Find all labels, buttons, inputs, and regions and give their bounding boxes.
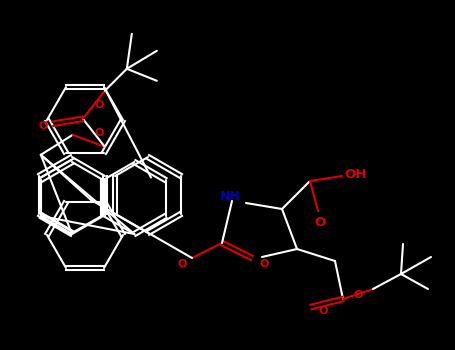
Text: O: O <box>94 128 103 138</box>
Text: O: O <box>177 259 187 269</box>
Text: O: O <box>94 100 103 110</box>
Text: O: O <box>318 306 328 316</box>
Text: O: O <box>259 259 269 269</box>
Text: O: O <box>314 216 326 229</box>
Text: OH: OH <box>345 168 367 181</box>
Text: NH: NH <box>220 190 240 203</box>
Text: O: O <box>38 121 47 131</box>
Text: O: O <box>354 290 363 300</box>
